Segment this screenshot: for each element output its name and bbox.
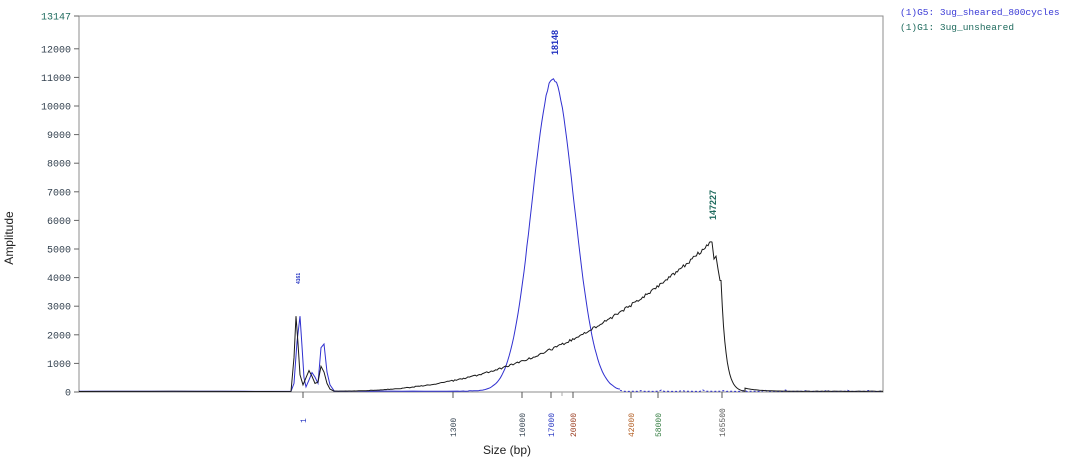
svg-text:12000: 12000 [41,45,71,56]
svg-text:17000: 17000 [548,413,557,437]
svg-text:(1)G1: 3ug_unsheared: (1)G1: 3ug_unsheared [900,22,1014,33]
svg-text:58000: 58000 [655,413,664,437]
svg-text:9000: 9000 [47,131,71,142]
svg-text:(1)G5: 3ug_sheared_800cycles: (1)G5: 3ug_sheared_800cycles [900,7,1060,18]
svg-text:5000: 5000 [47,246,71,257]
svg-text:4161: 4161 [296,273,302,284]
svg-text:0: 0 [65,389,71,400]
svg-text:11000: 11000 [41,74,71,85]
svg-text:165500: 165500 [719,408,728,437]
svg-text:4000: 4000 [47,274,71,285]
svg-text:1: 1 [300,418,309,423]
svg-text:42000: 42000 [628,413,637,437]
svg-text:18148: 18148 [550,30,560,55]
svg-text:3000: 3000 [47,303,71,314]
svg-text:6000: 6000 [47,217,71,228]
svg-text:8000: 8000 [47,160,71,171]
svg-text:7000: 7000 [47,188,71,199]
svg-text:1000: 1000 [47,360,71,371]
svg-text:2000: 2000 [47,331,71,342]
svg-text:10000: 10000 [41,103,71,114]
svg-text:1300: 1300 [450,418,459,437]
svg-text:20000: 20000 [570,413,579,437]
svg-text:Size (bp): Size (bp) [483,443,531,457]
svg-text:13147: 13147 [41,13,71,24]
svg-text:147227: 147227 [708,190,718,220]
svg-text:Amplitude: Amplitude [2,211,16,265]
svg-text:10000: 10000 [519,413,528,437]
